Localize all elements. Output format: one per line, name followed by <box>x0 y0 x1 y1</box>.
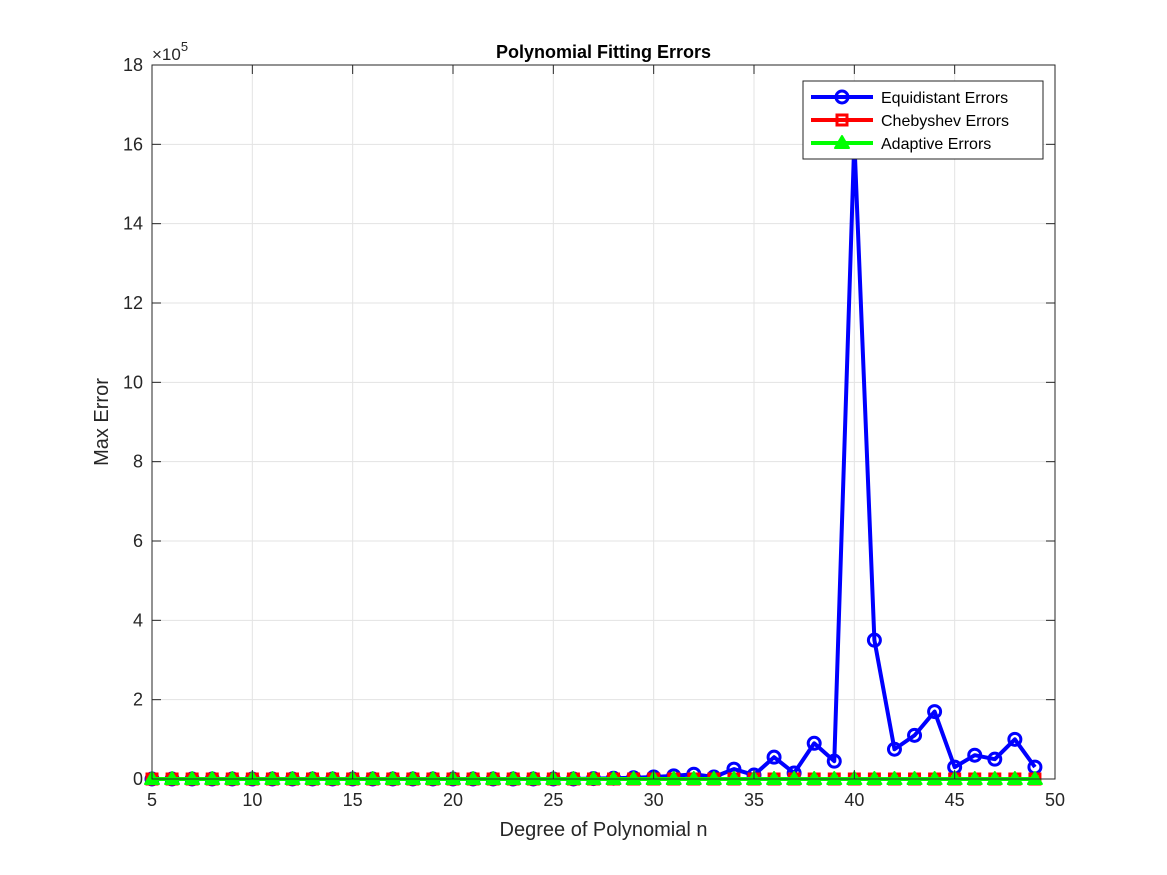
data-point <box>485 771 502 785</box>
data-point <box>826 753 842 769</box>
y-tick-label: 12 <box>123 293 143 313</box>
data-point <box>906 771 923 785</box>
data-point <box>384 771 401 785</box>
plot-area <box>152 65 1055 779</box>
x-tick-label: 15 <box>343 790 363 810</box>
data-point <box>204 771 221 785</box>
data-point <box>685 771 702 785</box>
x-tick-label: 10 <box>242 790 262 810</box>
data-point <box>986 771 1003 785</box>
data-point <box>364 771 381 785</box>
legend-marker <box>834 89 850 105</box>
data-point <box>585 771 602 785</box>
y-tick-label: 4 <box>133 610 143 630</box>
y-tick-label: 6 <box>133 531 143 551</box>
y-tick-label: 2 <box>133 690 143 710</box>
y-axis-label: Max Error <box>91 378 113 466</box>
data-point <box>1026 771 1043 785</box>
y-tick-label: 8 <box>133 452 143 472</box>
y-tick-label: 16 <box>123 134 143 154</box>
data-point <box>866 632 882 648</box>
x-tick-label: 40 <box>844 790 864 810</box>
data-point <box>806 771 823 785</box>
x-tick-label: 35 <box>744 790 764 810</box>
data-point <box>806 735 822 751</box>
legend-label: Adaptive Errors <box>881 136 991 153</box>
data-point <box>866 771 883 785</box>
ticks: 5 10 15 20 25 30 35 40 45 50 0 2 4 6 8 10 12 14 16 18 <box>123 55 1065 810</box>
data-point <box>987 751 1003 767</box>
legend-entry: Equidistant Errors <box>811 89 1008 107</box>
data-point <box>886 741 902 757</box>
y-exponent-power: 5 <box>181 39 188 54</box>
x-tick-label: 5 <box>147 790 157 810</box>
legend-marker <box>835 113 849 127</box>
legend-label: Equidistant Errors <box>881 90 1008 107</box>
x-axis-label: Degree of Polynomial n <box>500 819 708 841</box>
data-point <box>926 771 943 785</box>
data-point <box>505 771 522 785</box>
data-point <box>725 771 742 785</box>
data-point <box>324 771 341 785</box>
legend-label: Chebyshev Errors <box>881 113 1009 130</box>
y-tick-label: 0 <box>133 769 143 789</box>
data-point <box>1007 731 1023 747</box>
data-point <box>605 771 622 785</box>
legend: Equidistant Errors Chebyshev Errors Adapti… <box>802 80 1044 160</box>
data-point <box>284 771 301 785</box>
y-tick-label: 18 <box>123 55 143 75</box>
axes-box <box>151 64 1056 780</box>
data-point <box>705 771 722 785</box>
data-point <box>967 747 983 763</box>
data-point <box>665 771 682 785</box>
data-point <box>304 771 321 785</box>
data-point <box>625 771 642 785</box>
data-point <box>766 749 782 765</box>
data-point <box>465 771 482 785</box>
data-point <box>1006 771 1023 785</box>
x-tick-label: 25 <box>543 790 563 810</box>
y-tick-label: 14 <box>123 214 143 234</box>
legend-marker <box>834 135 850 149</box>
x-tick-label: 30 <box>644 790 664 810</box>
data-point <box>224 771 241 785</box>
data-point <box>886 771 903 785</box>
y-exponent-label: ×105 <box>152 39 188 64</box>
data-point <box>766 771 783 785</box>
data-point <box>565 771 582 785</box>
data-point <box>966 771 983 785</box>
data-point <box>907 727 923 743</box>
data-point <box>264 771 281 785</box>
data-point <box>404 771 421 785</box>
data-point <box>424 771 441 785</box>
legend-entry: Chebyshev Errors <box>811 113 1009 130</box>
data-point <box>525 771 542 785</box>
data-point <box>927 704 943 720</box>
data-point <box>184 771 201 785</box>
y-tick-label: 10 <box>123 372 143 392</box>
x-tick-label: 50 <box>1045 790 1065 810</box>
data-point <box>826 771 843 785</box>
y-exponent-base: ×10 <box>152 45 181 64</box>
data-point <box>786 771 803 785</box>
legend-entry: Adaptive Errors <box>811 135 991 153</box>
data-point <box>164 771 181 785</box>
chart-title: Polynomial Fitting Errors <box>496 42 711 62</box>
x-tick-label: 45 <box>945 790 965 810</box>
x-tick-label: 20 <box>443 790 463 810</box>
